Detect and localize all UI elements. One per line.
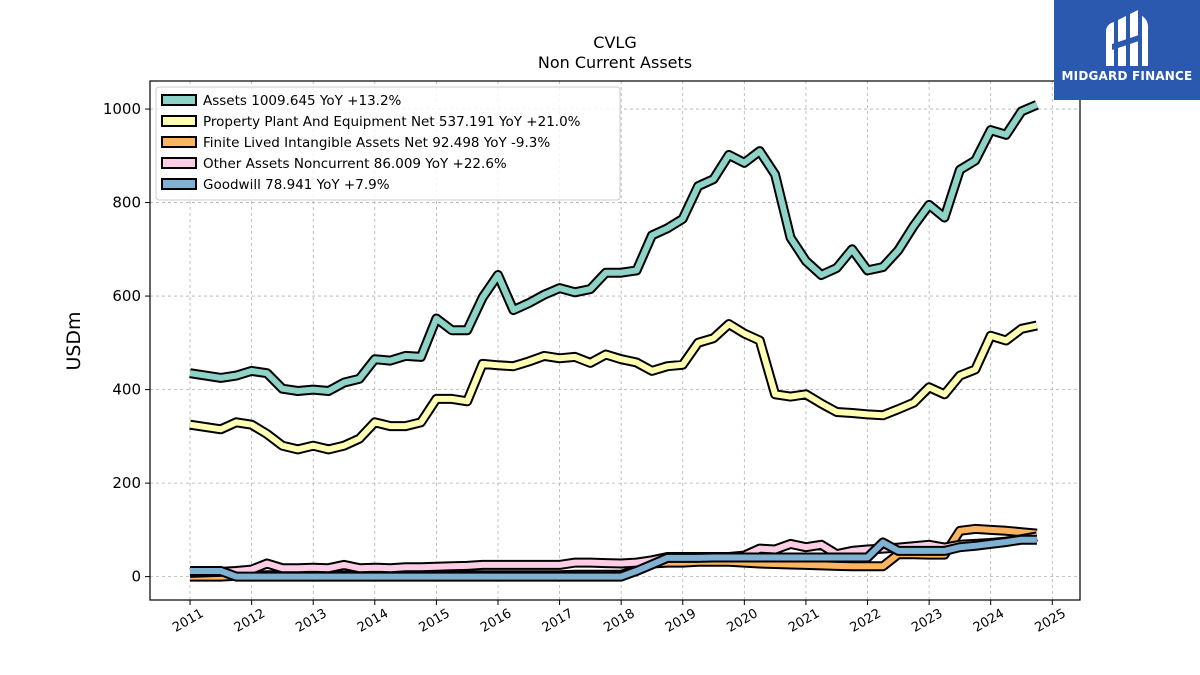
x-tick-label: 2011: [170, 606, 206, 636]
x-tick-label: 2013: [293, 606, 329, 636]
series-lines: [189, 100, 1039, 582]
y-tick-label: 600: [112, 287, 141, 305]
legend-swatch: [161, 136, 197, 148]
y-tick-label: 0: [131, 568, 141, 586]
x-tick-label: 2016: [478, 606, 514, 636]
y-axis-label: USDm: [63, 311, 85, 370]
legend-entry: Other Assets Noncurrent 86.009 YoY +22.6…: [203, 156, 507, 172]
legend-entry: Finite Lived Intangible Assets Net 92.49…: [203, 135, 550, 151]
legend-swatch: [161, 94, 197, 106]
series-property-plant-and-equipment-net: [189, 319, 1038, 455]
series-assets-line: [189, 102, 1039, 394]
legend-entry: Property Plant And Equipment Net 537.191…: [203, 114, 581, 130]
midgard-logo-icon: [1106, 10, 1149, 66]
x-tick-label: 2021: [786, 606, 822, 636]
x-tick-label: 2015: [417, 606, 453, 636]
legend-swatch: [161, 115, 197, 127]
series-property-plant-and-equipment-net-line: [189, 321, 1038, 453]
x-tick-label: 2012: [232, 606, 268, 636]
x-tick-label: 2020: [725, 606, 761, 636]
x-tick-label: 2022: [848, 606, 884, 636]
x-tick-label: 2023: [909, 606, 945, 636]
legend: Assets 1009.645 YoY +13.2% Property Plant…: [155, 86, 621, 201]
x-tick-label: 2014: [355, 606, 391, 636]
series-assets: [189, 100, 1039, 396]
plot-frame: [149, 80, 1081, 601]
brand-logo-text: MIDGARD FINANCE: [1061, 69, 1193, 83]
y-tick-label: 200: [112, 474, 141, 492]
legend-swatch: [161, 157, 197, 169]
x-axis: 2011 2012 2013 2014 2015 2016 2017 2018 2019 2020…: [170, 600, 1069, 636]
x-tick-label: 2018: [601, 606, 637, 636]
chart-subtitle: Non Current Assets: [538, 53, 692, 72]
x-tick-label: 2019: [663, 606, 699, 636]
legend-box: [155, 86, 621, 201]
legend-entry: Assets 1009.645 YoY +13.2%: [203, 93, 402, 109]
y-tick-label: 400: [112, 381, 141, 399]
brand-logo: MIDGARD FINANCE: [1054, 0, 1200, 100]
x-tick-label: 2024: [971, 606, 1007, 636]
y-tick-label: 1000: [103, 100, 141, 118]
series-goodwill: [190, 534, 1037, 582]
series-goodwill-line: [190, 536, 1037, 580]
y-tick-label: 800: [112, 194, 141, 212]
legend-entry: Goodwill 78.941 YoY +7.9%: [203, 177, 390, 193]
x-tick-label: 2017: [540, 606, 576, 636]
chart-title: CVLG: [593, 33, 636, 52]
x-tick-label: 2025: [1032, 606, 1068, 636]
y-axis: 0 200 400 600 800 1000: [103, 100, 150, 586]
legend-swatch: [161, 178, 197, 190]
